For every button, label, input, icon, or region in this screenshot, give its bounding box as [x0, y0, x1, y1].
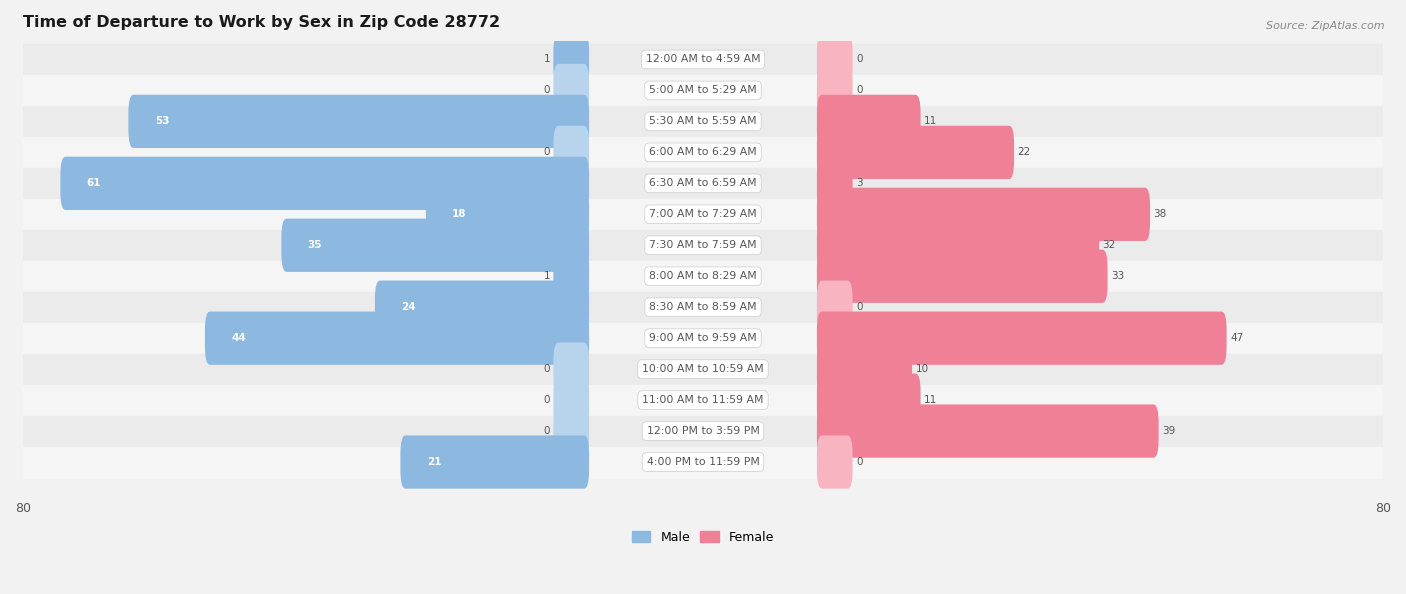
- Bar: [22, 447, 1384, 478]
- Text: 8:30 AM to 8:59 AM: 8:30 AM to 8:59 AM: [650, 302, 756, 312]
- Text: 6:30 AM to 6:59 AM: 6:30 AM to 6:59 AM: [650, 178, 756, 188]
- Text: 35: 35: [308, 240, 322, 250]
- Bar: [22, 323, 1384, 353]
- Text: 47: 47: [1230, 333, 1243, 343]
- Text: 21: 21: [427, 457, 441, 467]
- FancyBboxPatch shape: [817, 249, 1108, 303]
- Bar: [22, 44, 1384, 75]
- FancyBboxPatch shape: [817, 33, 852, 86]
- Text: 0: 0: [544, 395, 550, 405]
- FancyBboxPatch shape: [817, 126, 1014, 179]
- FancyBboxPatch shape: [554, 343, 589, 396]
- Text: Source: ZipAtlas.com: Source: ZipAtlas.com: [1267, 21, 1385, 31]
- Text: 61: 61: [87, 178, 101, 188]
- FancyBboxPatch shape: [554, 33, 589, 86]
- FancyBboxPatch shape: [554, 374, 589, 426]
- FancyBboxPatch shape: [554, 249, 589, 303]
- Bar: [22, 384, 1384, 416]
- FancyBboxPatch shape: [817, 405, 1159, 458]
- FancyBboxPatch shape: [817, 280, 852, 334]
- Text: 7:30 AM to 7:59 AM: 7:30 AM to 7:59 AM: [650, 240, 756, 250]
- Text: 12:00 PM to 3:59 PM: 12:00 PM to 3:59 PM: [647, 426, 759, 436]
- FancyBboxPatch shape: [554, 64, 589, 117]
- Text: 5:30 AM to 5:59 AM: 5:30 AM to 5:59 AM: [650, 116, 756, 127]
- FancyBboxPatch shape: [375, 280, 589, 334]
- Legend: Male, Female: Male, Female: [627, 526, 779, 549]
- Text: 53: 53: [155, 116, 169, 127]
- Text: 0: 0: [856, 302, 862, 312]
- Bar: [22, 106, 1384, 137]
- Bar: [22, 168, 1384, 199]
- FancyBboxPatch shape: [554, 405, 589, 458]
- Bar: [22, 261, 1384, 292]
- Text: 1: 1: [543, 55, 550, 65]
- Text: 0: 0: [856, 86, 862, 96]
- FancyBboxPatch shape: [817, 157, 852, 210]
- FancyBboxPatch shape: [817, 435, 852, 489]
- Text: 10: 10: [915, 364, 928, 374]
- Text: 0: 0: [544, 426, 550, 436]
- Bar: [22, 75, 1384, 106]
- FancyBboxPatch shape: [426, 188, 589, 241]
- Text: 44: 44: [231, 333, 246, 343]
- Text: 10:00 AM to 10:59 AM: 10:00 AM to 10:59 AM: [643, 364, 763, 374]
- Text: 8:00 AM to 8:29 AM: 8:00 AM to 8:29 AM: [650, 271, 756, 281]
- Bar: [22, 353, 1384, 384]
- Text: 11: 11: [924, 395, 938, 405]
- Bar: [22, 137, 1384, 168]
- FancyBboxPatch shape: [817, 219, 1099, 272]
- FancyBboxPatch shape: [128, 95, 589, 148]
- FancyBboxPatch shape: [205, 311, 589, 365]
- FancyBboxPatch shape: [817, 374, 921, 426]
- Bar: [22, 230, 1384, 261]
- Text: 11: 11: [924, 116, 938, 127]
- FancyBboxPatch shape: [817, 188, 1150, 241]
- FancyBboxPatch shape: [817, 343, 912, 396]
- FancyBboxPatch shape: [554, 126, 589, 179]
- FancyBboxPatch shape: [817, 95, 921, 148]
- Bar: [22, 416, 1384, 447]
- FancyBboxPatch shape: [817, 64, 852, 117]
- FancyBboxPatch shape: [281, 219, 589, 272]
- Text: 0: 0: [856, 457, 862, 467]
- Bar: [22, 292, 1384, 323]
- Text: 12:00 AM to 4:59 AM: 12:00 AM to 4:59 AM: [645, 55, 761, 65]
- Text: 11:00 AM to 11:59 AM: 11:00 AM to 11:59 AM: [643, 395, 763, 405]
- Text: 1: 1: [543, 271, 550, 281]
- FancyBboxPatch shape: [401, 435, 589, 489]
- Text: 24: 24: [401, 302, 416, 312]
- Text: 33: 33: [1111, 271, 1125, 281]
- Text: 7:00 AM to 7:29 AM: 7:00 AM to 7:29 AM: [650, 209, 756, 219]
- Bar: [22, 199, 1384, 230]
- Text: 5:00 AM to 5:29 AM: 5:00 AM to 5:29 AM: [650, 86, 756, 96]
- Text: 38: 38: [1153, 209, 1167, 219]
- Text: Time of Departure to Work by Sex in Zip Code 28772: Time of Departure to Work by Sex in Zip …: [22, 15, 501, 30]
- Text: 6:00 AM to 6:29 AM: 6:00 AM to 6:29 AM: [650, 147, 756, 157]
- Text: 32: 32: [1102, 240, 1116, 250]
- Text: 0: 0: [544, 364, 550, 374]
- FancyBboxPatch shape: [817, 311, 1226, 365]
- Text: 4:00 PM to 11:59 PM: 4:00 PM to 11:59 PM: [647, 457, 759, 467]
- FancyBboxPatch shape: [60, 157, 589, 210]
- Text: 9:00 AM to 9:59 AM: 9:00 AM to 9:59 AM: [650, 333, 756, 343]
- Text: 0: 0: [544, 86, 550, 96]
- Text: 22: 22: [1018, 147, 1031, 157]
- Text: 0: 0: [544, 147, 550, 157]
- Text: 0: 0: [856, 55, 862, 65]
- Text: 18: 18: [453, 209, 467, 219]
- Text: 3: 3: [856, 178, 863, 188]
- Text: 39: 39: [1161, 426, 1175, 436]
